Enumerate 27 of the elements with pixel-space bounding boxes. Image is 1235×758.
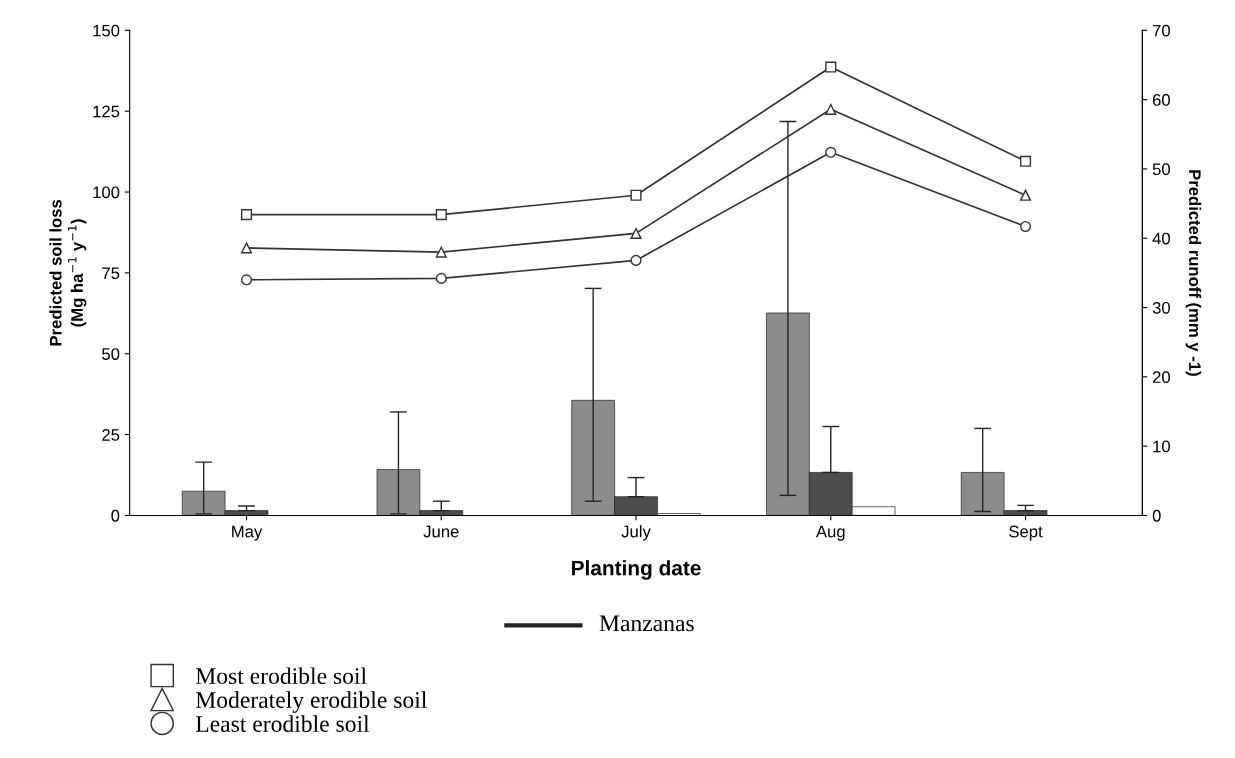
y2-tick-label: 50: [1152, 163, 1170, 176]
y-tick-label: 50: [102, 348, 120, 360]
y-tick-label: 125: [93, 105, 120, 118]
y-tick-label: 25: [102, 428, 120, 441]
y2-tick-label: 60: [1152, 94, 1170, 106]
y2-tick-label: 70: [1152, 24, 1170, 37]
y2-tick-label: 20: [1152, 371, 1170, 384]
x-tick-label: July: [621, 525, 651, 541]
y-tick-label: 0: [111, 509, 120, 522]
legend-label: Least erodible soil: [195, 715, 370, 732]
legend-label: Moderately erodible soil: [195, 691, 427, 713]
x-tick-label: May: [232, 525, 263, 541]
x-tick-label: Sept: [1009, 525, 1043, 541]
y2-tick-label: 0: [1152, 509, 1161, 522]
y2-tick-label: 10: [1153, 440, 1170, 453]
legend-label: Most erodible soil: [195, 667, 367, 685]
text: Manzanas: [599, 615, 694, 632]
y-tick-label: 75: [102, 267, 120, 280]
x-tick-label: June: [423, 525, 459, 538]
x-tick-label: Aug: [815, 525, 845, 541]
y-axis-title: Predicted soil loss (Mg ha$^{−1}$ y$^{−1}$): [49, 199, 87, 346]
x-axis-title: Planting date: [572, 560, 701, 580]
y2-axis-title: Predicted runoff (mm y -1): [1185, 170, 1202, 376]
y2-tick-label: 40: [1152, 232, 1170, 245]
y-tick-label: 150: [93, 24, 120, 37]
y-tick-label: 100: [93, 186, 120, 199]
y2-tick-label: 30: [1152, 301, 1170, 314]
